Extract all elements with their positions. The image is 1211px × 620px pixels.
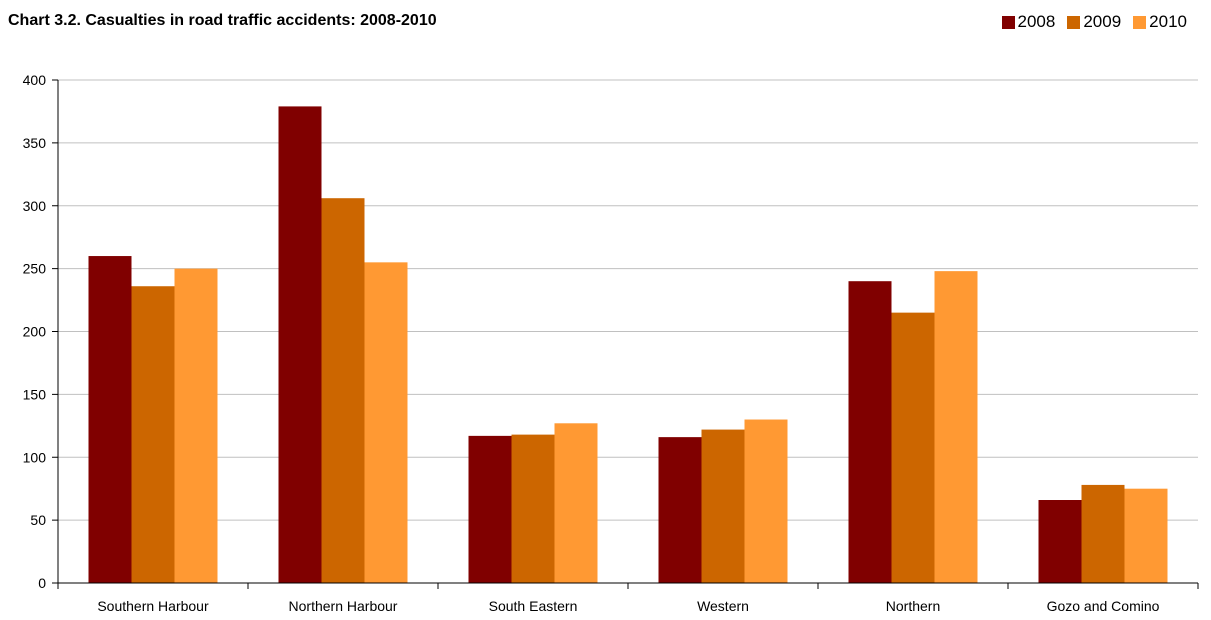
y-tick-label: 250: [23, 261, 47, 277]
legend: 2008 2009 2010: [996, 12, 1187, 32]
bar-2008-5: [1038, 500, 1082, 583]
x-category-label: Gozo and Comino: [1047, 598, 1160, 614]
bar-2009-2: [511, 434, 555, 583]
legend-item-2009: 2009: [1067, 12, 1121, 32]
legend-label-2009: 2009: [1083, 12, 1122, 31]
x-category-label: Northern Harbour: [289, 598, 398, 614]
bar-2008-4: [848, 281, 892, 583]
bar-2009-0: [131, 286, 175, 583]
y-tick-label: 50: [30, 512, 46, 528]
bar-2010-5: [1124, 488, 1168, 583]
bar-2010-0: [174, 268, 218, 583]
bar-2008-2: [468, 435, 512, 583]
y-tick-label: 200: [23, 324, 47, 340]
bar-2010-3: [744, 419, 788, 583]
bar-2009-5: [1081, 484, 1125, 583]
legend-item-2008: 2008: [1001, 12, 1056, 32]
bar-2009-3: [701, 429, 745, 583]
bar-2010-4: [934, 271, 978, 583]
legend-swatch-2010: [1133, 15, 1147, 29]
legend-label-2010: 2010: [1149, 12, 1187, 31]
bar-2010-1: [364, 262, 408, 583]
y-tick-label: 0: [38, 575, 46, 591]
legend-item-2010: 2010: [1133, 12, 1187, 32]
bar-2010-2: [554, 423, 598, 583]
bar-2009-4: [891, 312, 935, 583]
y-tick-label: 300: [23, 198, 47, 214]
y-tick-label: 100: [23, 449, 47, 465]
legend-swatch-2008: [1001, 15, 1015, 29]
bar-2009-1: [321, 198, 365, 583]
chart-title: Chart 3.2. Casualties in road traffic ac…: [8, 12, 437, 29]
y-tick-label: 400: [23, 72, 47, 88]
legend-label-2008: 2008: [1017, 12, 1056, 31]
y-tick-label: 350: [23, 135, 47, 151]
y-tick-label: 150: [23, 386, 47, 402]
x-category-label: Northern: [886, 598, 940, 614]
x-category-label: South Eastern: [489, 598, 578, 614]
bar-2008-0: [88, 256, 132, 583]
bar-2008-1: [278, 106, 322, 583]
x-category-label: Western: [697, 598, 749, 614]
legend-swatch-2009: [1067, 15, 1081, 29]
x-category-label: Southern Harbour: [97, 598, 209, 614]
bar-2008-3: [658, 437, 702, 583]
